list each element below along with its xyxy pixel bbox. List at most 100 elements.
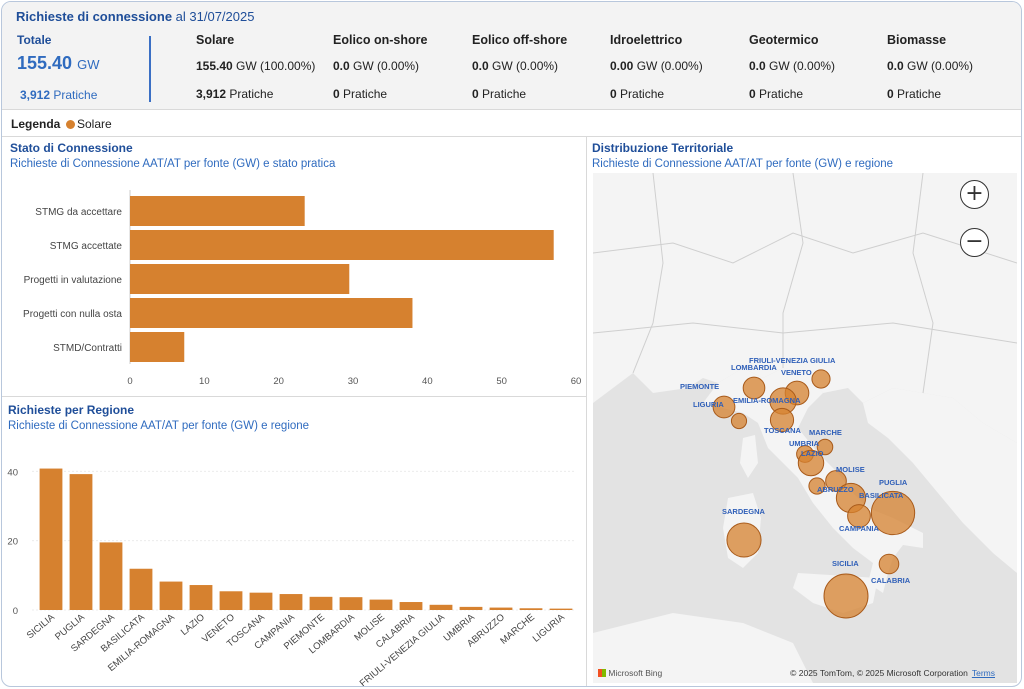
kpi-geotermico: Geotermico 0.0 GW (0.00%) 0 Pratiche [749,33,836,101]
map-bubble [726,522,762,558]
legend: Legenda Solare [2,111,1021,137]
map-bubble [823,573,869,619]
stato-category-label: STMD/Contratti [53,343,122,354]
stato-category-label: STMG da accettare [35,207,122,218]
kpi-eolico-onshore: Eolico on-shore 0.0 GW (0.00%) 0 Pratich… [333,33,428,101]
map-bubble [730,412,748,430]
microsoft-logo-icon [598,669,606,677]
stato-bar [130,298,413,328]
zoom-in-button[interactable]: + [960,180,989,209]
map-region-label: TOSCANA [764,426,802,435]
map-region-label: PIEMONTE [680,382,719,391]
legend-title: Legenda [11,117,61,131]
regioni-bar [459,606,483,610]
map-region-label: VENETO [781,368,812,377]
bing-logo: Microsoft Bing [598,668,662,678]
map-bubble [825,470,847,492]
kpi-divider [149,36,151,102]
kpi-eolico-offshore: Eolico off-shore 0.0 GW (0.00%) 0 Pratic… [472,33,568,101]
map-region-label: MARCHE [809,428,842,437]
map-region-label: FRIULI-VENEZIA GIULIA [749,356,836,365]
stato-x-tick: 30 [348,376,359,387]
territorial-map[interactable]: LOMBARDIA FRIULI-VENEZIA GIULIA VENETO PIEM… [593,173,1017,683]
map-region-label: SICILIA [832,559,859,568]
regioni-bar [219,591,243,610]
map-region-label: LAZIO [801,449,824,458]
regioni-bar [129,568,153,610]
regioni-category-label: SICILIA [25,611,58,641]
regioni-bar [69,474,93,610]
regioni-bar [549,608,573,610]
kpi-biomasse: Biomasse 0.0 GW (0.00%) 0 Pratiche [887,33,974,101]
regioni-bar [249,592,273,610]
regioni-bar [519,608,543,610]
stato-category-label: Progetti in valutazione [24,275,123,286]
map-credits: © 2025 TomTom, © 2025 Microsoft Corporat… [790,668,995,678]
map-bubble [797,449,825,477]
regioni-bar [369,599,393,610]
regioni-subtitle: Richieste di Connessione AAT/AT per font… [8,420,310,432]
map-region-label: UMBRIA [789,439,820,448]
map-bubble [811,369,831,389]
map-bubble [769,407,795,433]
stato-x-tick: 50 [496,376,507,387]
total-pratiche: 3,912 Pratiche [20,88,98,102]
map-bubble [816,438,834,456]
regioni-bar [339,597,363,610]
total-label: Totale [17,33,52,47]
stato-x-tick: 20 [273,376,284,387]
terms-link[interactable]: Terms [971,668,995,678]
stato-x-tick: 40 [422,376,433,387]
map-bubble [878,553,900,575]
map-region-label: BASILICATA [859,491,904,500]
regioni-bar [489,607,513,610]
vertical-divider [586,137,587,686]
legend-solare-label[interactable]: Solare [77,117,112,131]
map-bubble [742,376,766,400]
map-region-label: LIGURIA [693,400,724,409]
regioni-bar [399,602,423,610]
page-title: Richieste di connessione al 31/07/2025 [16,9,255,24]
stato-bar [130,230,554,260]
stato-bar [130,196,305,226]
regioni-bar [159,581,183,610]
regioni-bar [189,585,213,610]
map-region-label: CALABRIA [871,576,911,585]
stato-subtitle: Richieste di Connessione AAT/AT per font… [10,158,336,170]
stato-title: Stato di Connessione [10,141,133,155]
stato-x-tick: 10 [199,376,210,387]
stato-x-tick: 60 [571,376,582,387]
stato-category-label: STMG accettate [50,241,123,252]
kpi-idroelettrico: Idroelettrico 0.00 GW (0.00%) 0 Pratiche [610,33,703,101]
mappa-title: Distribuzione Territoriale [592,141,734,155]
map-region-label: LOMBARDIA [731,363,777,372]
map-bubble [808,477,826,495]
map-region-label: PUGLIA [879,478,908,487]
regioni-bar [279,594,303,610]
zoom-out-button[interactable]: − [960,228,989,257]
horizontal-divider [2,396,586,397]
kpi-header: Richieste di connessione al 31/07/2025 T… [2,2,1021,110]
map-canvas [593,173,1017,683]
stato-bar [130,264,350,294]
legend-solare-dot [66,120,75,129]
map-bubble [712,395,736,419]
stato-bar [130,332,185,362]
regioni-y-tick: 40 [7,467,18,478]
map-bubble [870,490,916,536]
regioni-title: Richieste per Regione [8,403,135,417]
regioni-bar [99,542,123,610]
map-region-label: EMILIA-ROMAGNA [733,396,801,405]
map-region-label: ABRUZZO [817,485,854,494]
total-value: 155.40 GW [17,53,100,73]
regioni-bar [309,596,333,610]
stato-category-label: Progetti con nulla osta [23,309,122,320]
map-bubble [847,504,871,528]
kpi-solare: Solare 155.40 GW (100.00%) 3,912 Pratich… [196,33,316,101]
regioni-category-label: LIGURIA [531,611,568,644]
regioni-bar [429,604,453,610]
stato-chart: STMG da accettare STMG accettate Progetti … [23,190,582,387]
map-region-label: CAMPANIA [839,524,879,533]
